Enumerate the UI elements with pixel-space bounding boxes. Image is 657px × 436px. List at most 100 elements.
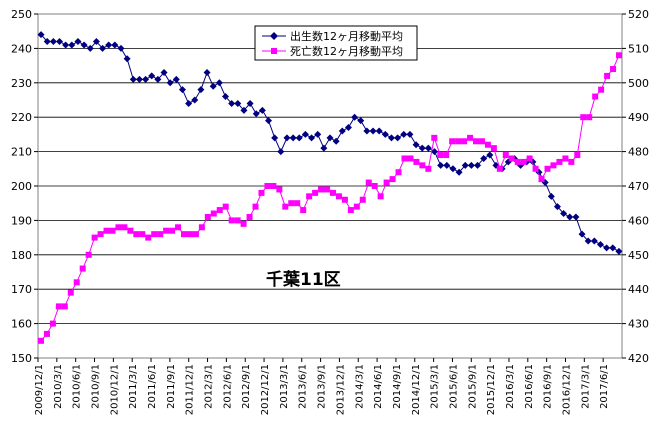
data-point xyxy=(508,155,515,162)
data-point xyxy=(401,155,408,162)
left-tick-label: 250 xyxy=(11,8,32,21)
x-tick-label: 2011/6/1 xyxy=(147,364,158,409)
data-point xyxy=(135,75,143,83)
x-tick-label: 2014/3/1 xyxy=(354,364,365,409)
data-point xyxy=(68,41,76,49)
data-point xyxy=(62,41,70,49)
right-tick-label: 420 xyxy=(628,352,649,365)
data-point xyxy=(486,151,494,159)
data-point xyxy=(437,152,444,159)
x-tick-label: 2011/12/1 xyxy=(185,364,196,415)
data-point xyxy=(431,134,438,141)
data-point xyxy=(73,279,80,286)
data-point xyxy=(49,38,57,46)
data-point xyxy=(246,99,254,107)
series-line xyxy=(40,34,620,252)
data-point xyxy=(550,162,557,169)
data-point xyxy=(191,96,199,104)
data-point xyxy=(326,134,334,142)
data-point xyxy=(117,44,125,52)
data-point xyxy=(258,189,265,196)
data-point xyxy=(283,134,291,142)
data-point xyxy=(204,213,211,220)
data-point xyxy=(265,117,273,125)
data-point xyxy=(586,114,593,121)
x-tick-label: 2016/12/1 xyxy=(561,364,572,415)
data-point xyxy=(228,217,235,224)
data-point xyxy=(407,155,414,162)
data-point xyxy=(139,231,146,238)
data-point xyxy=(115,224,122,231)
data-point xyxy=(341,196,348,203)
right-tick-label: 520 xyxy=(628,8,649,21)
data-point xyxy=(270,183,277,189)
left-tick-label: 210 xyxy=(11,146,32,159)
data-point xyxy=(419,162,426,169)
data-point xyxy=(234,99,242,107)
data-point xyxy=(596,240,604,248)
data-point xyxy=(111,41,119,49)
data-point xyxy=(467,134,474,141)
data-point xyxy=(572,213,580,221)
data-point xyxy=(37,31,45,39)
data-point xyxy=(424,144,432,152)
data-point xyxy=(109,227,116,234)
data-point xyxy=(148,72,156,80)
data-point xyxy=(277,148,285,156)
data-point xyxy=(186,231,193,238)
data-point xyxy=(547,192,555,200)
left-tick-label: 230 xyxy=(11,77,32,90)
x-tick-label: 2014/9/1 xyxy=(392,364,403,409)
x-tick-label: 2013/6/1 xyxy=(298,364,309,409)
right-tick-label: 500 xyxy=(628,77,649,90)
left-axis: 150 160 170 180 190 200 210 220 230 240 250 xyxy=(11,8,38,365)
data-point xyxy=(412,141,420,149)
data-point xyxy=(338,127,346,135)
data-point xyxy=(357,117,365,125)
data-point xyxy=(616,52,623,59)
data-point xyxy=(306,193,313,200)
data-point xyxy=(418,144,426,152)
data-point xyxy=(234,217,241,224)
data-point xyxy=(467,161,475,169)
data-point xyxy=(49,320,56,327)
data-point xyxy=(276,186,283,193)
data-point xyxy=(56,38,64,46)
x-tick-label: 2016/3/1 xyxy=(505,364,516,409)
data-point xyxy=(478,138,485,145)
data-point xyxy=(377,193,384,200)
data-point xyxy=(142,75,150,83)
left-tick-label: 240 xyxy=(11,42,32,55)
x-tick-label: 2012/6/1 xyxy=(222,364,233,409)
data-point xyxy=(556,158,563,165)
x-tick-label: 2010/6/1 xyxy=(72,364,83,409)
right-tick-label: 440 xyxy=(628,283,649,296)
x-tick-label: 2014/12/1 xyxy=(411,364,422,415)
left-tick-label: 160 xyxy=(11,318,32,331)
data-point xyxy=(381,130,389,138)
data-point xyxy=(314,130,322,138)
data-point xyxy=(578,230,586,238)
data-point xyxy=(609,244,617,252)
data-point xyxy=(127,227,134,234)
data-point xyxy=(91,234,98,241)
data-point xyxy=(383,179,390,186)
data-point xyxy=(502,152,509,159)
data-point xyxy=(240,106,248,114)
data-point xyxy=(320,144,328,152)
data-point xyxy=(209,82,217,90)
data-point xyxy=(240,220,247,227)
data-point xyxy=(344,124,352,132)
data-point xyxy=(449,165,457,173)
data-point xyxy=(389,176,396,183)
data-point xyxy=(496,165,503,172)
data-point xyxy=(395,169,402,176)
legend-label-deaths: 死亡数12ヶ月移動平均 xyxy=(290,44,403,58)
data-point xyxy=(282,203,289,210)
data-point xyxy=(324,186,331,193)
data-point xyxy=(133,231,140,238)
data-point xyxy=(99,44,107,52)
data-point xyxy=(584,237,592,245)
data-point xyxy=(461,161,469,169)
